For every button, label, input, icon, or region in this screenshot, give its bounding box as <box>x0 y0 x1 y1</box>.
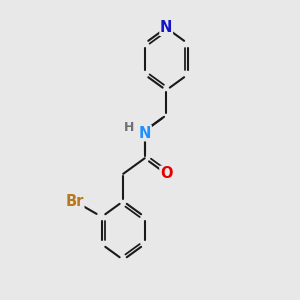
Text: O: O <box>160 166 172 181</box>
Text: N: N <box>160 20 172 35</box>
Text: H: H <box>124 122 135 134</box>
Text: Br: Br <box>65 194 84 209</box>
Text: N: N <box>139 126 151 141</box>
